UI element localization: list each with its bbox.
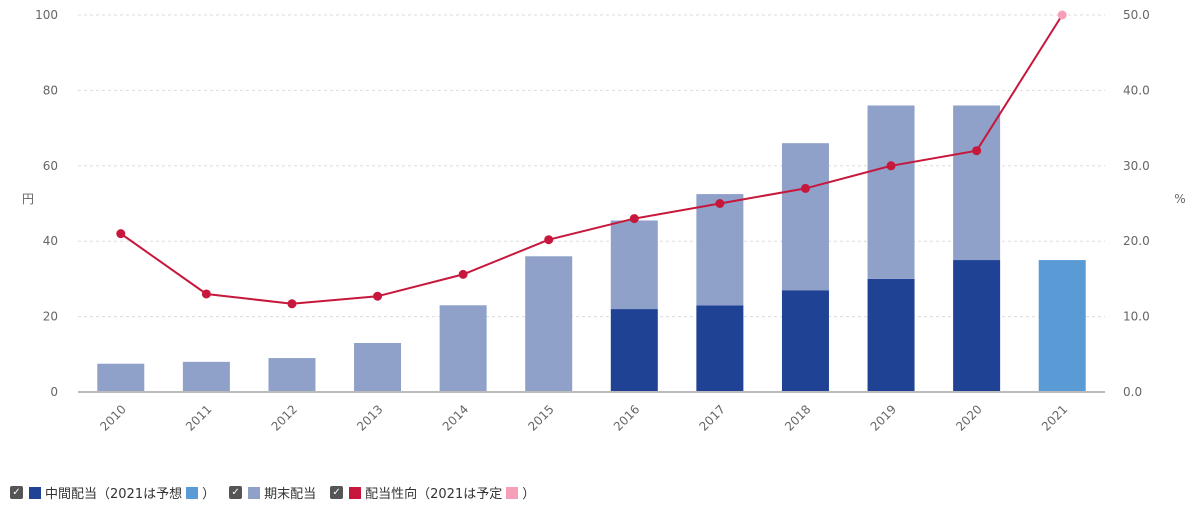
dividend-chart: 0 20 40 60 80 100 0.0 10.0 20.0 30.0 40.0 50.0 円 % 201… — [22, 8, 1186, 434]
bar-year-end — [354, 342, 402, 392]
payout-point — [629, 214, 639, 224]
x-tick-label: 2014 — [440, 402, 471, 433]
x-tick-label: 2010 — [97, 402, 128, 433]
bar-year-end — [781, 143, 829, 291]
payout-point — [800, 183, 810, 193]
payout-point — [458, 269, 468, 279]
payout-point — [287, 299, 297, 309]
payout-point — [715, 199, 725, 208]
bar-interim — [696, 305, 744, 392]
y-right-unit-label: % — [1174, 192, 1185, 206]
x-tick-label: 2016 — [611, 402, 642, 433]
bar-interim — [781, 290, 829, 392]
bar-year-end — [182, 361, 230, 392]
y-left-tick-label: 100 — [35, 8, 58, 22]
payout-point — [1057, 10, 1067, 20]
y-left-tick-label: 0 — [50, 385, 58, 399]
bar-year-end — [439, 305, 487, 392]
x-tick-label: 2018 — [782, 402, 813, 433]
y-right-tick-label: 40.0 — [1123, 83, 1150, 97]
y-right-tick-label: 30.0 — [1123, 159, 1150, 173]
legend-interim-close: ） — [202, 487, 216, 502]
y-right-tick-label: 0.0 — [1123, 385, 1142, 399]
y-left-tick-label: 80 — [43, 83, 58, 97]
legend-item-interim[interactable]: ✓ 中間配当（2021は予想 ） — [10, 483, 215, 502]
bar-year-end — [696, 194, 744, 306]
y-left-tick-label: 20 — [43, 310, 58, 324]
interim-swatch — [29, 486, 41, 499]
legend-item-payout[interactable]: ✓ 配当性向（2021は予定 ） — [330, 483, 535, 502]
bar-year-end — [268, 358, 316, 392]
checkbox-icon[interactable]: ✓ — [229, 486, 243, 499]
x-tick-label: 2021 — [1039, 402, 1070, 433]
bar-year-end — [97, 363, 145, 392]
bar-interim — [610, 309, 658, 392]
legend-payout-close: ） — [522, 487, 536, 502]
payout-line-group — [116, 10, 1067, 309]
bar-interim — [953, 260, 1001, 392]
x-tick-label: 2011 — [183, 402, 214, 433]
year-end-swatch — [248, 486, 261, 499]
payout-line — [120, 14, 1064, 305]
bar-interim — [1038, 260, 1086, 392]
payout-point — [116, 229, 126, 239]
x-tick-label: 2019 — [868, 402, 899, 433]
x-tick-label: 2015 — [525, 402, 556, 433]
bar-year-end — [867, 105, 915, 279]
payout-point — [886, 161, 896, 171]
payout-swatch — [349, 486, 362, 499]
y-right-tick-label: 10.0 — [1123, 310, 1150, 324]
x-tick-label: 2012 — [269, 402, 300, 433]
checkbox-icon[interactable]: ✓ — [330, 486, 344, 499]
payout-point — [201, 289, 211, 299]
x-tick-label: 2013 — [354, 402, 385, 433]
checkbox-icon[interactable]: ✓ — [10, 486, 23, 499]
y-right-tick-label: 50.0 — [1123, 8, 1150, 22]
bar-group — [97, 105, 1086, 392]
payout-point — [544, 235, 554, 245]
payout-point — [373, 291, 383, 301]
legend-payout-label: 配当性向（2021は予定 — [365, 487, 503, 502]
legend: ✓ 中間配当（2021は予想 ） ✓ 期末配当 ✓ 配当性向（2021は予定 ） — [10, 483, 549, 502]
x-tick-label: 2017 — [696, 402, 727, 433]
bar-interim — [867, 278, 915, 392]
y-left-tick-label: 60 — [43, 159, 58, 173]
bar-year-end — [610, 220, 658, 310]
payout-point — [972, 146, 982, 156]
bar-year-end — [953, 105, 1001, 261]
y-right-tick-label: 20.0 — [1123, 234, 1150, 248]
payout-forecast-swatch — [506, 486, 519, 499]
x-tick-label: 2020 — [953, 402, 984, 433]
legend-item-year-end[interactable]: ✓ 期末配当 — [229, 483, 316, 502]
legend-year-end-label: 期末配当 — [264, 487, 317, 502]
bar-year-end — [525, 256, 573, 392]
y-left-unit-label: 円 — [22, 192, 34, 206]
y-left-tick-label: 40 — [43, 234, 58, 248]
legend-interim-label: 中間配当（2021は予想 — [45, 487, 183, 502]
forecast-swatch — [186, 486, 199, 499]
gridlines — [78, 14, 1105, 318]
